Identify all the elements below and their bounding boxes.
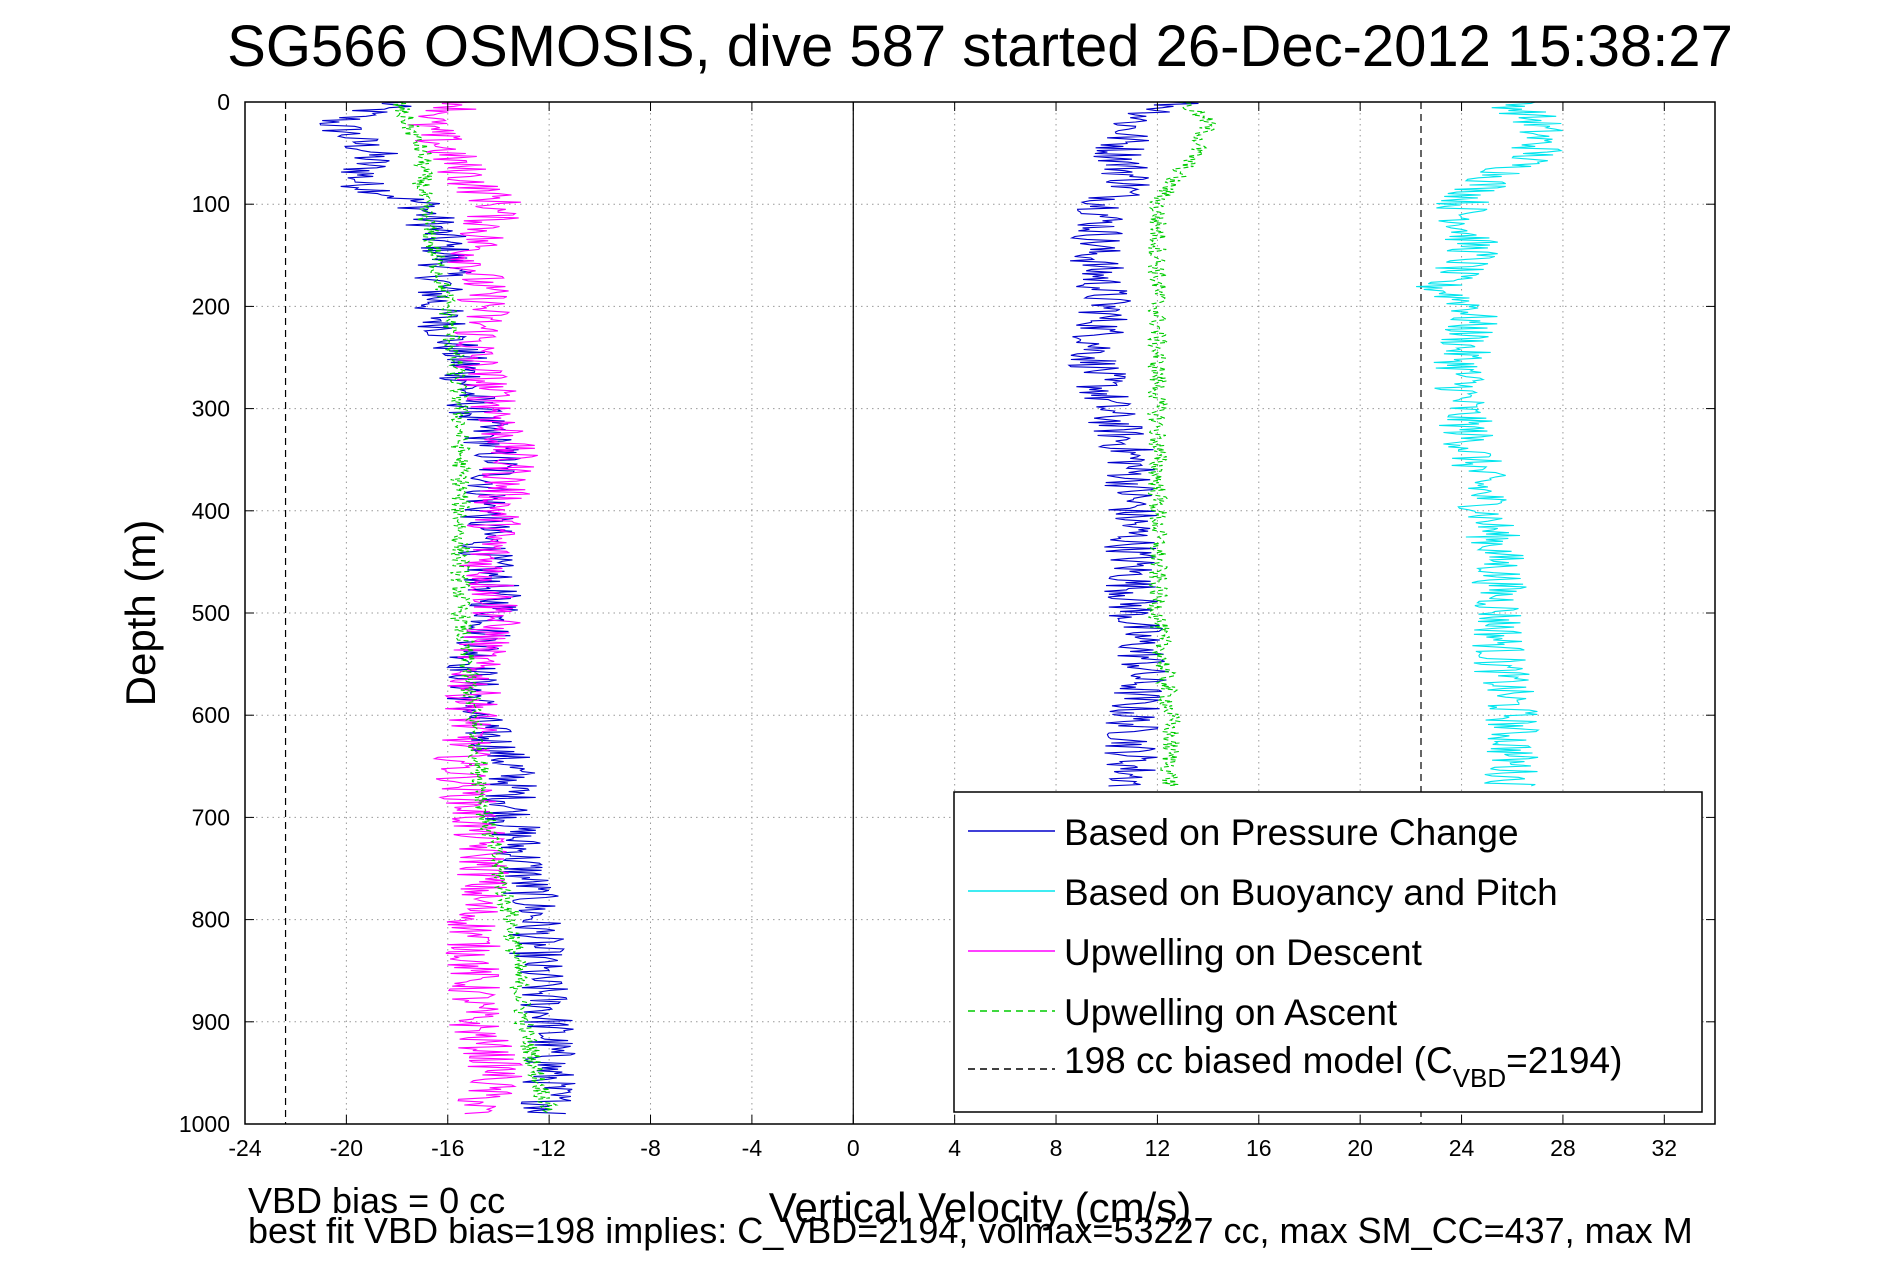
- y-tick-label: 700: [192, 804, 230, 830]
- x-tick-label: 16: [1246, 1135, 1272, 1161]
- x-tick-labels: -24 -20 -16 -12 -8 -4 0 4 8 12 16 20 24 28 32: [228, 1135, 1677, 1161]
- series-based-on-buoyancy-and-pitch: [1416, 101, 1563, 787]
- y-tick-label: 0: [217, 89, 230, 115]
- footer-vbd-bias: VBD bias = 0 cc: [248, 1180, 505, 1221]
- footer-best-fit: best fit VBD bias=198 implies: C_VBD=219…: [248, 1210, 1693, 1251]
- x-tick-label: 24: [1449, 1135, 1475, 1161]
- x-tick-label: -12: [533, 1135, 566, 1161]
- x-tick-label: -4: [742, 1135, 763, 1161]
- legend-model-main: 198 cc biased model (C: [1064, 1040, 1453, 1081]
- series-upwelling-on-ascent: [392, 101, 559, 1115]
- y-tick-label: 200: [192, 293, 230, 319]
- y-tick-label: 900: [192, 1009, 230, 1035]
- y-tick-label: 500: [192, 600, 230, 626]
- legend-label-descent: Upwelling on Descent: [1064, 932, 1423, 973]
- legend-label-ascent: Upwelling on Ascent: [1064, 992, 1398, 1033]
- x-axis-label: Vertical Velocity (cm/s): [769, 1184, 1191, 1231]
- y-tick-label: 800: [192, 907, 230, 933]
- series-based-on-pressure-change: [1067, 101, 1199, 787]
- y-tick-label: 600: [192, 702, 230, 728]
- legend-label-model: 198 cc biased model (CVBD=2194): [1064, 1040, 1622, 1093]
- chart-title: SG566 OSMOSIS, dive 587 started 26-Dec-2…: [227, 14, 1733, 79]
- legend-box: [953, 791, 1703, 1113]
- x-tick-label: 8: [1050, 1135, 1063, 1161]
- x-tick-label: -8: [640, 1135, 660, 1161]
- y-tick-label: 300: [192, 396, 230, 422]
- x-tick-label: 32: [1652, 1135, 1678, 1161]
- y-tick-label: 1000: [179, 1111, 230, 1137]
- legend: Based on Pressure Change Based on Buoyan…: [953, 791, 1703, 1113]
- legend-model-end: =2194): [1506, 1040, 1622, 1081]
- legend-label-buoyancy: Based on Buoyancy and Pitch: [1064, 872, 1558, 913]
- legend-label-pressure: Based on Pressure Change: [1064, 812, 1519, 853]
- y-tick-label: 400: [192, 498, 230, 524]
- x-tick-label: -16: [431, 1135, 464, 1161]
- y-tick-labels: 0 100 200 300 400 500 600 700 800 900 1000: [179, 89, 230, 1137]
- series-layer: [319, 101, 1563, 1115]
- reference-lines: [284, 102, 1422, 1124]
- x-tick-label: -20: [330, 1135, 363, 1161]
- x-tick-label: 20: [1347, 1135, 1373, 1161]
- x-tick-label: 4: [948, 1135, 961, 1161]
- series-upwelling-on-ascent: [1146, 101, 1216, 787]
- y-tick-label: 100: [192, 191, 230, 217]
- x-tick-label: -24: [228, 1135, 261, 1161]
- ticks: [244, 101, 1715, 1125]
- x-tick-label: 28: [1550, 1135, 1576, 1161]
- y-axis-label: Depth (m): [117, 520, 164, 707]
- series-upwelling-on-descent: [407, 101, 538, 1115]
- x-tick-label: 0: [847, 1135, 860, 1161]
- legend-model-sub: VBD: [1453, 1063, 1506, 1093]
- x-tick-label: 12: [1145, 1135, 1171, 1161]
